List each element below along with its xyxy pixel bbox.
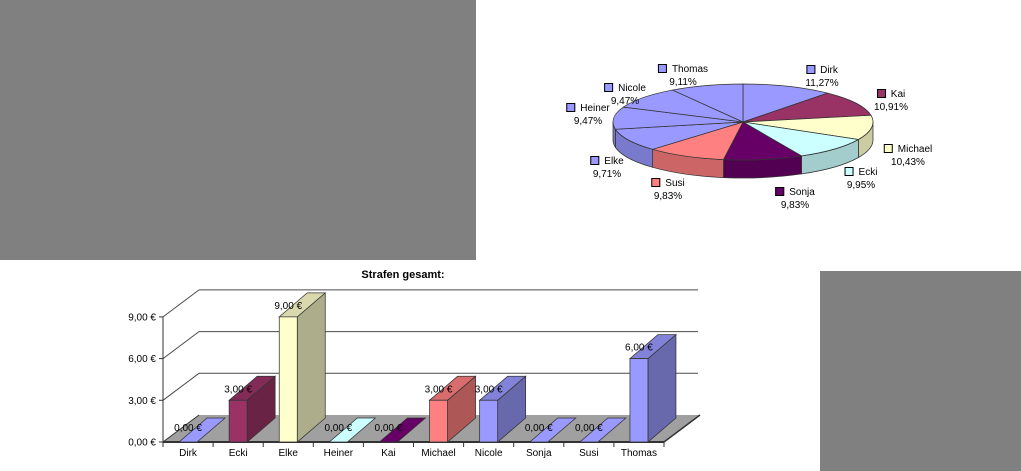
bar-value-label: 9,00 € [274, 301, 302, 312]
bar-thomas[interactable] [629, 358, 649, 443]
y-tick-label: 3,00 € [128, 396, 156, 407]
category-label: Elke [279, 448, 299, 459]
bar-michael[interactable] [429, 399, 448, 443]
category-label: Dirk [179, 448, 198, 459]
bar-elke[interactable] [278, 316, 298, 443]
pie-slice-kai[interactable] [742, 92, 872, 123]
pie-label-ecki: Ecki 9,95% [844, 166, 878, 192]
pie-label-dirk: Dirk 11,27% [805, 64, 839, 90]
covered-region-bottom-right [820, 271, 1021, 471]
pie-slice-nicole[interactable] [622, 89, 744, 123]
pie-slice-elke[interactable] [614, 121, 744, 150]
pie-label-percent: 9,83% [653, 191, 683, 202]
y-tick-label: 0,00 € [128, 438, 156, 449]
bar-value-label: 6,00 € [625, 343, 653, 354]
legend-key-icon [657, 64, 667, 73]
pie-label-name: Susi [665, 178, 685, 189]
y-tick-label: 9,00 € [128, 312, 156, 323]
pie-slice-heiner[interactable] [612, 106, 744, 130]
floor-left-edge [162, 414, 200, 443]
category-label: Michael [421, 448, 455, 459]
bar-chart[interactable]: 0,00 € 3,00 € 6,00 € 9,00 € 0,00 € Dirk 3,00 €… [128, 289, 701, 459]
legend-key-icon [604, 83, 614, 92]
pie-label-heiner: Heiner 9,47% [566, 102, 610, 128]
legend-key-icon [844, 167, 854, 176]
pie-label-percent: 11,27% [805, 78, 839, 89]
bar-sonja[interactable] [528, 417, 577, 443]
category-label: Susi [579, 448, 598, 459]
bar-value-label: 3,00 € [475, 384, 503, 395]
pie-label-michael: Michael 10,43% [883, 143, 933, 169]
category-label: Ecki [229, 448, 248, 459]
pie-label-name: Dirk [820, 65, 838, 76]
gridline-wall [162, 372, 200, 401]
pie-label-susi: Susi 9,83% [651, 177, 685, 203]
legend-key-icon [876, 89, 886, 98]
covered-region-top-left [0, 0, 476, 260]
category-label: Nicole [475, 448, 503, 459]
legend-key-icon [806, 65, 816, 74]
y-tick-label: 6,00 € [128, 354, 156, 365]
pie-label-name: Kai [890, 89, 906, 100]
bar-kai[interactable] [378, 417, 427, 443]
pie-label-percent: 9,47% [610, 96, 640, 107]
legend-key-icon [590, 156, 600, 165]
gridline-wall [162, 331, 200, 360]
category-label: Heiner [324, 448, 354, 459]
bar-heiner[interactable] [328, 417, 377, 443]
bar-value-label: 3,00 € [425, 384, 453, 395]
bar-value-label: 0,00 € [575, 423, 603, 434]
pie-chart[interactable] [612, 83, 874, 179]
pie-label-name: Michael [897, 144, 933, 155]
bar-nicole[interactable] [479, 399, 499, 443]
category-label: Sonja [526, 448, 552, 459]
pie-slice-sonja[interactable] [722, 121, 803, 161]
pie-slice-michael[interactable] [742, 114, 874, 140]
pie-label-thomas: Thomas 9,11% [657, 63, 709, 89]
bar-value-label: 0,00 € [324, 423, 352, 434]
pie-label-name: Thomas [671, 64, 709, 75]
gridline-wall [162, 289, 200, 318]
bar-dirk[interactable] [178, 417, 227, 443]
pie-label-percent: 10,91% [874, 102, 908, 113]
bar-value-label: 0,00 € [375, 423, 403, 434]
pie-label-percent: 9,95% [846, 180, 876, 191]
category-label: Kai [381, 448, 395, 459]
pie-label-percent: 9,71% [592, 169, 622, 180]
pie-label-percent: 10,43% [891, 157, 925, 168]
legend-key-icon [883, 144, 893, 153]
bar-value-label: 0,00 € [525, 423, 553, 434]
pie-label-name: Elke [604, 156, 624, 167]
pie-label-nicole: Nicole 9,47% [604, 82, 646, 108]
bar-susi[interactable] [578, 417, 627, 443]
bar-value-label: 3,00 € [224, 384, 252, 395]
bar-chart-title: Strafen gesamt: [361, 269, 445, 281]
bar-ecki[interactable] [228, 399, 248, 443]
pie-label-kai: Kai 10,91% [874, 88, 908, 114]
legend-key-icon [651, 178, 661, 187]
category-label: Thomas [621, 448, 657, 459]
bar-value-label: 0,00 € [174, 423, 202, 434]
pie-slice-susi[interactable] [651, 121, 744, 160]
legend-key-icon [566, 103, 576, 112]
pie-slice-ecki[interactable] [742, 121, 860, 157]
pie-label-percent: 9,47% [573, 116, 603, 127]
pie-label-sonja: Sonja 9,83% [775, 186, 815, 212]
pie-label-elke: Elke 9,71% [590, 155, 624, 181]
pie-label-name: Ecki [858, 167, 878, 178]
pie-slice-thomas[interactable] [671, 83, 744, 123]
legend-key-icon [775, 187, 785, 196]
pie-label-percent: 9,11% [669, 77, 697, 88]
pie-slice-dirk[interactable] [742, 83, 829, 123]
pie-label-name: Sonja [789, 187, 815, 198]
pie-label-name: Nicole [618, 83, 646, 94]
floor-right-edge [663, 414, 701, 443]
pie-label-name: Heiner [580, 103, 610, 114]
bar-side-elke[interactable] [296, 292, 326, 443]
pie-label-percent: 9,83% [780, 200, 810, 211]
